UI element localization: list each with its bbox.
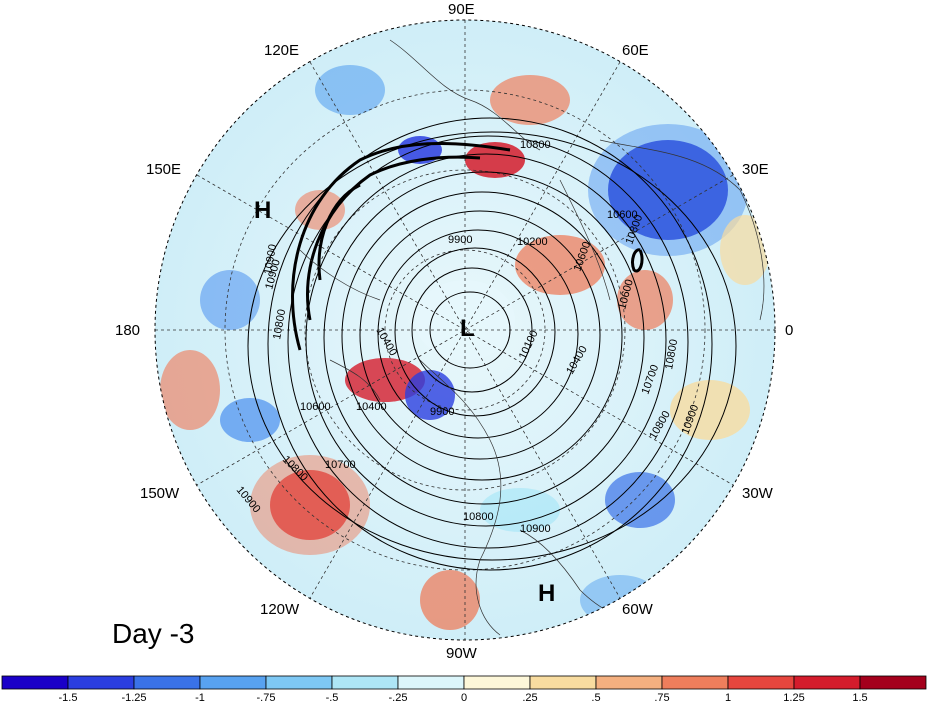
- colorbar-label: -1: [195, 692, 205, 702]
- colorbar-label: -1.5: [59, 692, 78, 702]
- colorbar-swatch: [133, 675, 201, 690]
- anomaly-blob: [720, 215, 770, 285]
- contour-label: 10600: [607, 209, 638, 221]
- contour-label: 9900: [430, 406, 454, 418]
- anomaly-blob: [605, 472, 675, 528]
- contour-label: 10800: [520, 139, 551, 151]
- longitude-label: 150E: [146, 161, 181, 178]
- longitude-label: 0: [785, 322, 793, 339]
- anomaly-blob: [220, 398, 280, 442]
- longitude-label: 150W: [140, 485, 180, 502]
- longitude-label: 60W: [622, 601, 654, 618]
- anomaly-blob: [608, 140, 728, 240]
- anomaly-blob: [465, 142, 525, 178]
- low-pressure-label: L: [460, 315, 475, 342]
- contour-label: 10400: [356, 401, 387, 413]
- anomaly-blob: [490, 75, 570, 125]
- colorbar-label: .5: [591, 692, 600, 702]
- contour-label: 10700: [325, 459, 356, 471]
- colorbar-label: 1.25: [783, 692, 804, 702]
- colorbar-label: .25: [522, 692, 537, 702]
- longitude-label: 60E: [622, 42, 649, 59]
- longitude-label: 90E: [448, 1, 475, 18]
- contour-label: 10800: [663, 338, 680, 370]
- colorbar-swatch: [397, 675, 465, 690]
- colorbar-swatch: [859, 675, 927, 690]
- graticule: [155, 20, 775, 640]
- colorbar-swatch: [331, 675, 399, 690]
- jet-contours: [291, 141, 644, 351]
- longitude-label: 180: [115, 322, 140, 339]
- colorbar-label: 1.5: [852, 692, 867, 702]
- height-contours: [247, 117, 737, 571]
- anomaly-blob: [295, 190, 345, 230]
- colorbar-swatch: [661, 675, 729, 690]
- contour-label: 10900: [520, 523, 551, 535]
- colorbar-swatch: [463, 675, 531, 690]
- longitude-label: 30E: [742, 161, 769, 178]
- colorbar-swatch: [265, 675, 333, 690]
- map-border: [154, 19, 776, 641]
- anomaly-blob: [315, 65, 385, 115]
- anomaly-blob: [617, 270, 673, 330]
- coastlines: [299, 39, 765, 636]
- contour-label: 10900: [262, 243, 279, 275]
- colorbar-label: 0: [461, 692, 467, 702]
- day-label: Day -3: [112, 618, 195, 649]
- contour-label: 10600: [300, 401, 331, 413]
- contour-label: 10800: [271, 308, 288, 340]
- contour-label: 10800: [463, 511, 494, 523]
- colorbar-swatch: [67, 675, 135, 690]
- longitude-label: 120E: [264, 42, 299, 59]
- high-pressure-label: H: [254, 197, 271, 224]
- colorbar-label: -.5: [326, 692, 339, 702]
- colorbar-swatch: [595, 675, 663, 690]
- colorbar-swatch: [1, 675, 69, 690]
- colorbar-swatch: [529, 675, 597, 690]
- anomaly-blob: [405, 370, 455, 420]
- colorbar-swatch: [727, 675, 795, 690]
- colorbar-label: 1: [725, 692, 731, 702]
- anomaly-blob: [420, 570, 480, 630]
- anomaly-blob: [200, 270, 260, 330]
- colorbar-label: -.75: [257, 692, 276, 702]
- colorbar-swatch: [199, 675, 267, 690]
- high-pressure-label: H: [538, 580, 555, 607]
- longitude-label: 120W: [260, 601, 300, 618]
- contour-label: 10200: [517, 236, 548, 248]
- contour-label: 9900: [448, 234, 472, 246]
- colorbar-label: -1.25: [121, 692, 146, 702]
- longitude-label: 30W: [742, 485, 774, 502]
- anomaly-blob: [588, 124, 748, 256]
- anomaly-blob: [160, 350, 220, 430]
- longitude-label: 90W: [446, 645, 478, 662]
- colorbar: -1.5 -1.25 -1 -.75 -.5 -.25 0 .25 .5 .75 1 1.25 1.5: [1, 675, 927, 702]
- colorbar-swatch: [793, 675, 861, 690]
- colorbar-label: -.25: [389, 692, 408, 702]
- colorbar-label: .75: [654, 692, 669, 702]
